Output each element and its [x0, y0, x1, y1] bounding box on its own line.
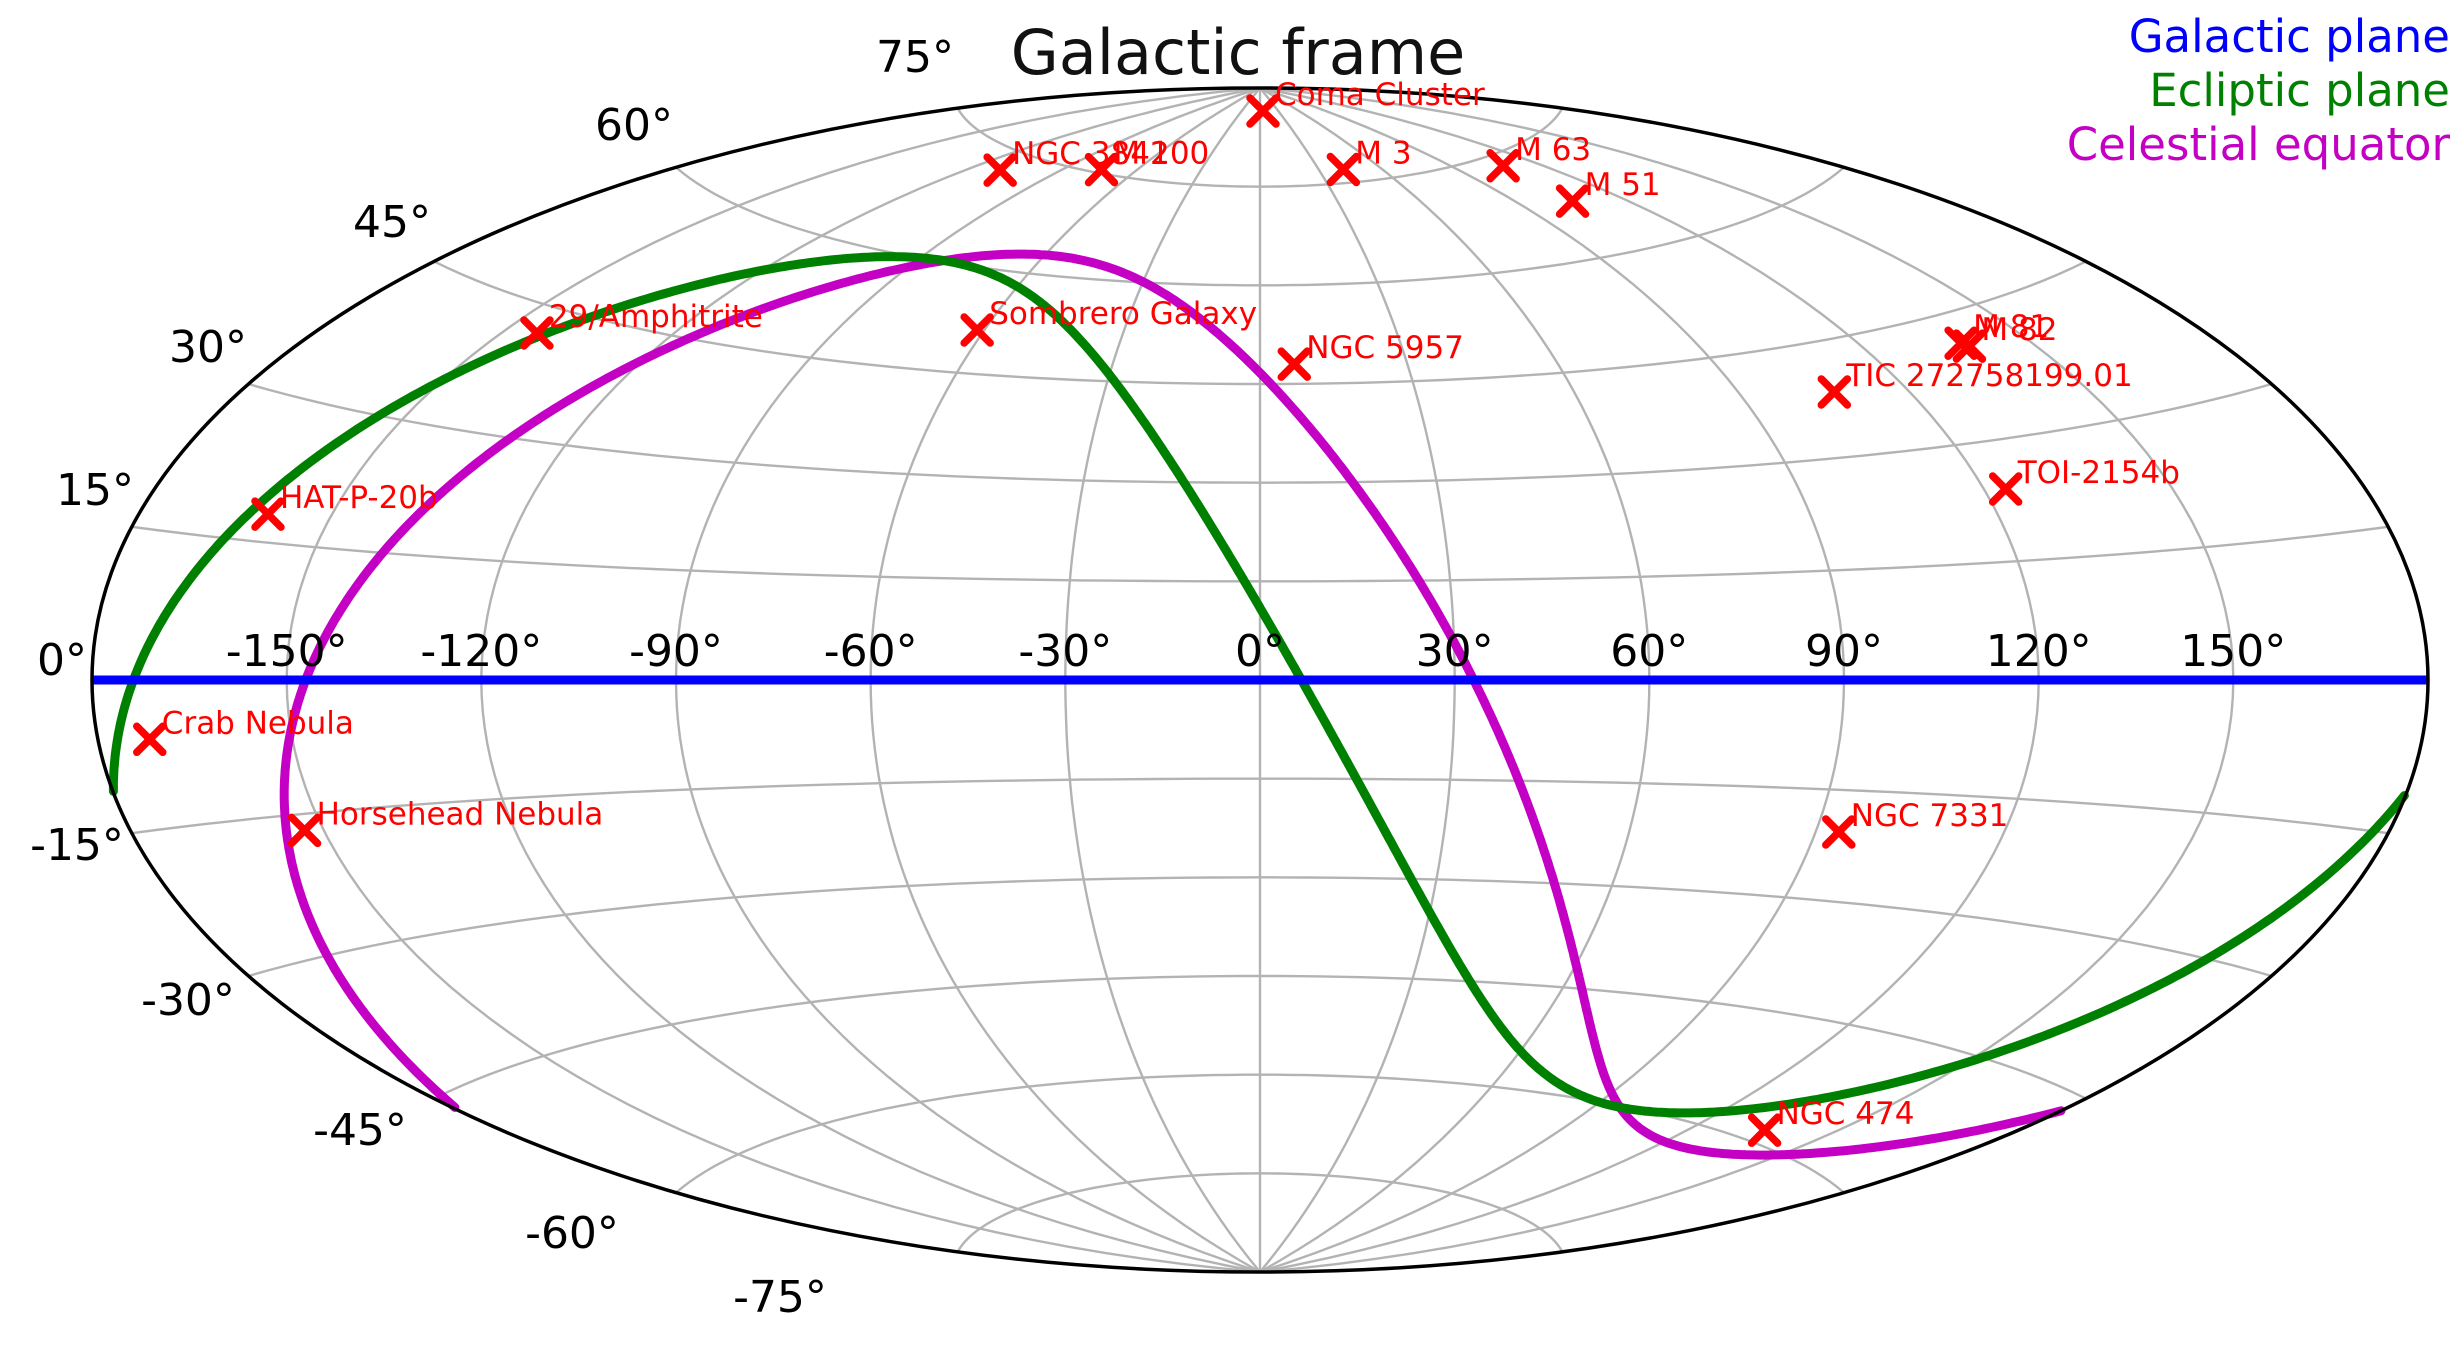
legend-item-ecliptic-plane: Ecliptic plane	[2149, 64, 2450, 117]
parallel-gridline	[956, 107, 1564, 188]
object-label: M 82	[1981, 312, 2057, 348]
object-label: NGC 7331	[1851, 798, 2009, 834]
latitude-tick-label: -30°	[141, 975, 235, 1026]
celestial-equator-curve	[279, 249, 1625, 1112]
latitude-tick-label: 15°	[56, 465, 134, 516]
longitude-tick-label: 150°	[2180, 626, 2286, 677]
object-marker	[960, 313, 994, 347]
object-label: M 3	[1355, 136, 1411, 172]
latitude-tick-label: 45°	[353, 197, 431, 248]
latitude-tick-label: -45°	[313, 1105, 407, 1156]
object-marker	[1817, 375, 1852, 409]
object-marker	[133, 722, 167, 757]
object-marker	[287, 813, 322, 848]
parallel-gridline	[433, 260, 2087, 386]
object-marker	[1246, 94, 1280, 128]
latitude-tick-label: -15°	[30, 820, 124, 871]
object-label: Horsehead Nebula	[317, 796, 604, 832]
parallel-gridline	[131, 525, 2389, 583]
object-marker	[1486, 149, 1520, 183]
object-label: NGC 5957	[1306, 330, 1464, 366]
object-marker	[520, 316, 554, 350]
chart-title: Galactic frame	[1010, 16, 1466, 89]
object-marker	[1277, 347, 1312, 381]
latitude-tick-label: 75°	[876, 32, 954, 83]
object-label: TOI-2154b	[2017, 455, 2180, 491]
latitude-tick-label: 0°	[37, 635, 87, 686]
latitude-tick-label: -75°	[733, 1272, 827, 1323]
longitude-tick-label: 0°	[1235, 626, 1285, 677]
object-label: Sombrero Galaxy	[989, 296, 1257, 332]
object-label: M 51	[1585, 167, 1661, 203]
object-label: HAT-P-20b	[280, 480, 438, 516]
longitude-tick-label: 30°	[1416, 626, 1494, 677]
latitude-tick-label: 60°	[595, 100, 673, 151]
ecliptic-plane-curve	[1615, 791, 2409, 1118]
object-label: 29/Amphitrite	[549, 299, 763, 335]
object-marker	[1555, 184, 1590, 218]
object-label: M 81	[1973, 309, 2049, 345]
longitude-tick-label: -120°	[420, 626, 542, 677]
object-label: NGC 474	[1777, 1096, 1915, 1132]
object-marker	[983, 153, 1017, 187]
longitude-tick-label: 60°	[1610, 626, 1688, 677]
latitude-tick-label: 30°	[169, 322, 247, 373]
parallel-gridline	[131, 777, 2389, 835]
longitude-tick-label: -30°	[1018, 626, 1112, 677]
object-marker	[1326, 152, 1361, 187]
parallel-gridline	[675, 1073, 1845, 1194]
object-label: M 63	[1515, 132, 1591, 168]
object-label: M 100	[1114, 136, 1210, 172]
object-label: Crab Nebula	[162, 705, 354, 741]
object-marker	[251, 497, 285, 531]
object-marker	[1747, 1113, 1782, 1147]
object-marker	[1084, 152, 1119, 187]
ecliptic-plane-curve	[108, 252, 1625, 1112]
celestial-equator-curve	[1615, 1102, 2066, 1160]
legend-item-celestial-equator: Celestial equator	[2066, 118, 2450, 171]
parallel-gridline	[248, 876, 2272, 978]
longitude-tick-label: 90°	[1805, 626, 1883, 677]
object-label: TIC 272758199.01	[1845, 358, 2132, 394]
longitude-tick-label: 120°	[1986, 626, 2092, 677]
longitude-tick-label: -150°	[226, 626, 348, 677]
object-label: Coma Cluster	[1275, 77, 1485, 113]
object-marker	[1822, 815, 1856, 849]
legend: Galactic plane Ecliptic plane Celestial eq…	[2067, 10, 2450, 172]
parallel-gridline	[675, 166, 1845, 287]
object-marker	[1944, 326, 1978, 360]
map-boundary	[90, 86, 2430, 1274]
latitude-tick-label: -60°	[525, 1208, 619, 1259]
parallel-gridline	[956, 1172, 1564, 1253]
parallel-gridline	[433, 974, 2087, 1100]
object-marker	[1988, 472, 2023, 506]
legend-item-galactic-plane: Galactic plane	[2128, 10, 2450, 63]
longitude-tick-label: -60°	[824, 626, 918, 677]
object-marker	[1952, 329, 1987, 363]
longitude-tick-label: -90°	[629, 626, 723, 677]
parallel-gridline	[248, 382, 2272, 484]
